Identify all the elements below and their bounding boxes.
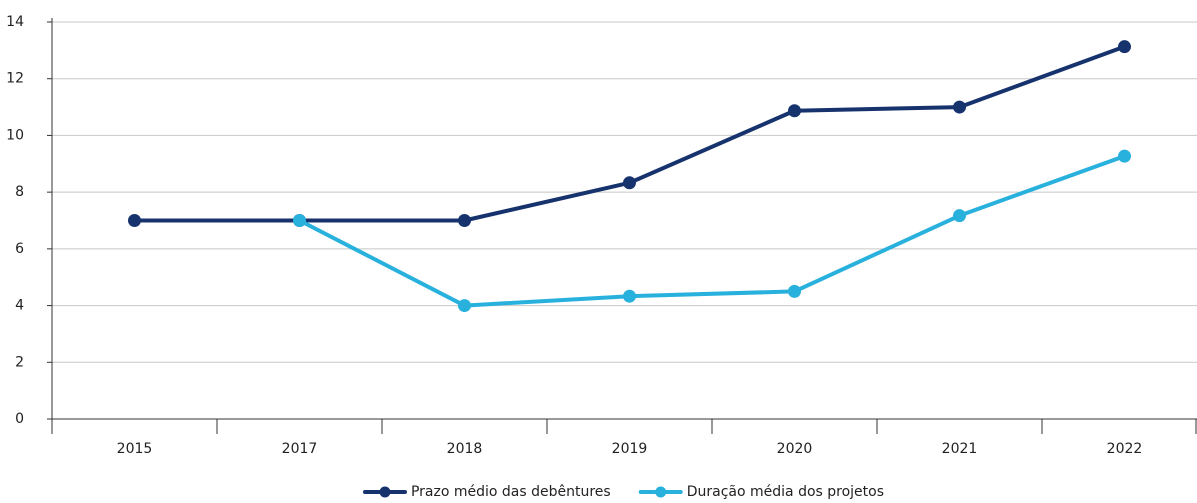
point	[128, 214, 141, 227]
legend-symbol-point	[379, 486, 391, 498]
legend-label: Duração média dos projetos	[687, 484, 884, 500]
y-tick-label: 2	[15, 354, 24, 370]
x-tick-label: 2019	[612, 441, 648, 457]
point	[788, 284, 801, 298]
point	[623, 289, 636, 303]
series-line	[298, 154, 1126, 308]
legend: Prazo médio das debêntures Duração média …	[362, 484, 884, 500]
x-tick-label: 2015	[117, 441, 153, 457]
point	[293, 214, 306, 227]
legend-symbol-point	[655, 486, 667, 498]
point	[953, 100, 966, 114]
point	[788, 104, 801, 118]
y-tick-label: 14	[6, 14, 24, 30]
point	[458, 214, 471, 227]
x-tick-label: 2017	[282, 441, 318, 457]
x-tick-label: 2021	[942, 441, 978, 457]
point	[1118, 40, 1131, 54]
y-tick-label: 10	[6, 127, 24, 143]
point	[953, 209, 966, 223]
point	[1118, 149, 1131, 163]
y-tick-label: 6	[15, 241, 24, 257]
point	[458, 299, 471, 313]
legend-label: Prazo médio das debêntures	[411, 484, 611, 500]
point	[623, 176, 636, 190]
y-tick-label: 4	[15, 298, 24, 314]
series-line	[134, 44, 1126, 223]
y-tick-label: 12	[6, 71, 24, 87]
x-tick-label: 2018	[447, 441, 483, 457]
y-tick-label: 8	[15, 184, 24, 200]
x-tick-label: 2020	[777, 441, 813, 457]
y-tick-label: 0	[15, 411, 24, 427]
x-tick-label: 2022	[1107, 441, 1143, 457]
